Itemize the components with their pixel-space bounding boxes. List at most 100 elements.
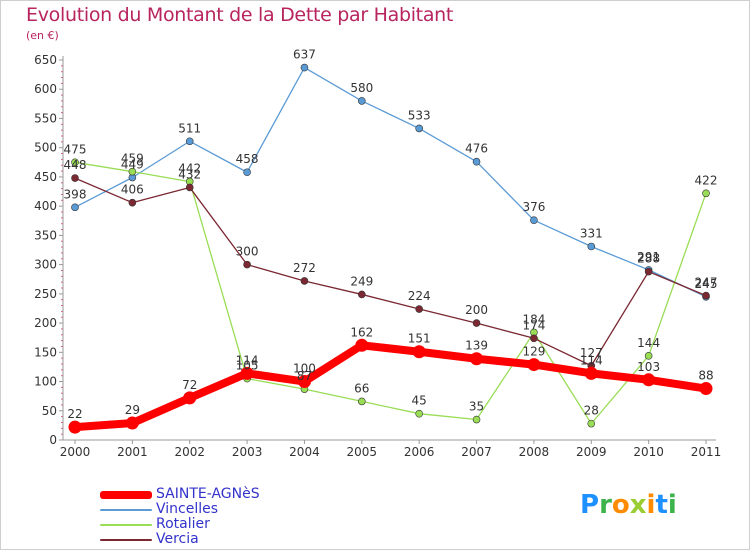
y-tick-label: 350 <box>34 228 57 242</box>
legend-swatch <box>100 523 152 526</box>
data-point <box>472 319 481 327</box>
data-point <box>355 338 369 352</box>
data-label: 114 <box>236 353 259 367</box>
data-label: 144 <box>637 336 660 350</box>
data-label: 114 <box>580 353 603 367</box>
y-tick-label: 150 <box>34 345 57 359</box>
series-line-vercia <box>74 177 707 367</box>
data-point <box>183 391 197 405</box>
data-label: 475 <box>64 142 87 156</box>
data-label: 139 <box>465 339 488 353</box>
logo-letter: t <box>655 490 668 520</box>
data-label: 449 <box>121 158 144 172</box>
data-point <box>185 137 194 146</box>
data-label: 406 <box>121 183 144 197</box>
data-label: 88 <box>698 369 713 383</box>
data-label: 174 <box>522 318 545 332</box>
x-tick-label: 2011 <box>691 445 722 459</box>
data-point <box>243 260 251 269</box>
data-label: 66 <box>354 381 369 395</box>
data-label: 580 <box>350 81 373 95</box>
data-label: 151 <box>408 332 431 346</box>
data-point <box>530 216 538 224</box>
legend-item: Vercia <box>100 532 260 547</box>
data-label: 476 <box>465 142 488 156</box>
y-tick-label: 200 <box>34 316 57 330</box>
data-point <box>527 358 541 372</box>
legend-swatch <box>100 538 152 541</box>
logo-letter: r <box>599 490 612 520</box>
x-tick-label: 2004 <box>289 445 320 459</box>
data-point <box>300 63 309 72</box>
data-point <box>71 203 79 212</box>
series-line-sainte-agn-s <box>71 341 710 432</box>
data-label: 291 <box>637 250 660 264</box>
data-point <box>71 174 79 182</box>
data-label: 459 <box>121 152 144 166</box>
x-tick-label: 2002 <box>174 445 205 459</box>
data-point <box>702 189 710 198</box>
data-point <box>415 409 423 418</box>
data-label: 100 <box>293 362 316 376</box>
proxiti-logo: Proxiti <box>580 490 677 520</box>
data-label: 300 <box>236 245 259 259</box>
x-tick-label: 2009 <box>576 445 607 459</box>
y-tick-label: 600 <box>34 82 57 96</box>
legend-label: Rotalier <box>156 516 210 532</box>
x-tick-label: 2006 <box>404 445 435 459</box>
data-point <box>472 157 481 166</box>
y-tick-label: 300 <box>34 258 57 272</box>
data-point <box>358 290 366 299</box>
series-line-rotalier <box>74 161 707 425</box>
data-label: 224 <box>408 289 431 303</box>
data-point <box>587 242 596 251</box>
legend-label: Vercia <box>156 531 199 547</box>
y-tick-label: 450 <box>34 170 57 184</box>
data-label: 200 <box>465 303 488 317</box>
data-label: 458 <box>236 152 259 166</box>
data-point <box>297 375 311 389</box>
data-point <box>415 124 423 133</box>
data-point <box>128 198 137 207</box>
data-point <box>358 97 366 105</box>
logo-letter: o <box>611 490 630 520</box>
data-label: 331 <box>580 226 603 240</box>
data-label: 245 <box>695 277 718 291</box>
data-point <box>472 415 481 424</box>
x-tick-label: 2007 <box>461 445 492 459</box>
y-tick-label: 0 <box>49 433 57 447</box>
legend-label: Vincelles <box>156 501 219 517</box>
data-label: 129 <box>522 345 545 359</box>
data-label: 288 <box>637 252 660 266</box>
data-point <box>644 267 653 276</box>
data-label: 184 <box>522 312 545 326</box>
logo-letter: i <box>667 490 677 520</box>
chart-title: Evolution du Montant de la Dette par Hab… <box>26 4 454 26</box>
legend-swatch <box>100 508 152 511</box>
y-tick-label: 250 <box>34 287 57 301</box>
data-point <box>702 291 710 300</box>
data-label: 127 <box>580 346 603 360</box>
y-tick-label: 550 <box>34 111 57 125</box>
data-label: 272 <box>293 261 316 275</box>
data-label: 72 <box>182 378 197 392</box>
data-point <box>699 382 713 396</box>
data-point <box>470 352 484 366</box>
data-label: 249 <box>350 274 373 288</box>
x-tick-label: 2005 <box>347 445 378 459</box>
series-line-vincelles <box>74 66 707 298</box>
legend-item: Rotalier <box>100 517 260 532</box>
legend-swatch <box>100 490 152 499</box>
x-tick-label: 2001 <box>117 445 148 459</box>
data-point <box>71 158 79 167</box>
data-label: 28 <box>584 404 599 418</box>
data-point <box>587 419 596 428</box>
data-label: 422 <box>695 173 718 187</box>
y-tick-label: 50 <box>42 404 57 418</box>
legend-item: Vincelles <box>100 502 260 517</box>
data-point <box>68 420 82 434</box>
data-point <box>584 366 598 380</box>
legend-label: SAINTE-AGNèS <box>156 486 260 502</box>
